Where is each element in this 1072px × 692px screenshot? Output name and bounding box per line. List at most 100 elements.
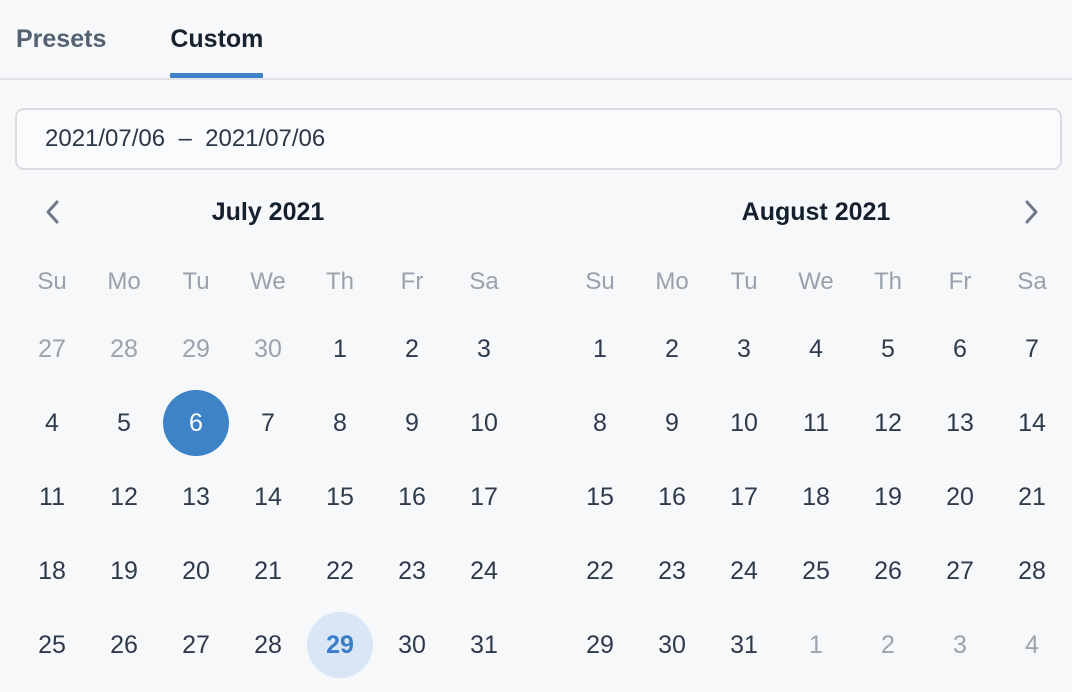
day-30[interactable]: 30 [636,608,708,682]
day-28-muted[interactable]: 28 [88,312,160,386]
day-6[interactable]: 6 [924,312,996,386]
day-18[interactable]: 18 [16,534,88,608]
day-12[interactable]: 12 [852,386,924,460]
day-14[interactable]: 14 [232,460,304,534]
day-2[interactable]: 2 [636,312,708,386]
day-29-muted[interactable]: 29 [160,312,232,386]
day-27[interactable]: 27 [924,534,996,608]
day-22[interactable]: 22 [564,534,636,608]
day-20[interactable]: 20 [160,534,232,608]
day-number: 22 [326,556,354,585]
day-number: 1 [333,334,347,363]
day-9[interactable]: 9 [376,386,448,460]
day-17[interactable]: 17 [448,460,520,534]
day-number: 20 [182,556,210,585]
day-number: 25 [802,556,830,585]
day-number: 9 [665,408,679,437]
day-2-muted[interactable]: 2 [852,608,924,682]
day-14[interactable]: 14 [996,386,1068,460]
day-1[interactable]: 1 [304,312,376,386]
day-27-muted[interactable]: 27 [16,312,88,386]
date-range-input[interactable] [15,108,1062,170]
tab-presets[interactable]: Presets [16,0,106,79]
tab-custom-label: Custom [170,24,264,53]
day-2[interactable]: 2 [376,312,448,386]
day-8[interactable]: 8 [304,386,376,460]
day-10[interactable]: 10 [708,386,780,460]
day-number: 14 [254,482,282,511]
day-24[interactable]: 24 [448,534,520,608]
day-17[interactable]: 17 [708,460,780,534]
day-number: 2 [881,630,895,659]
day-26[interactable]: 26 [88,608,160,682]
day-30[interactable]: 30 [376,608,448,682]
day-16[interactable]: 16 [636,460,708,534]
day-31[interactable]: 31 [448,608,520,682]
day-30-muted[interactable]: 30 [232,312,304,386]
day-number: 7 [261,408,275,437]
day-9[interactable]: 9 [636,386,708,460]
day-20[interactable]: 20 [924,460,996,534]
day-number: 22 [586,556,614,585]
weekday-label: We [250,268,286,295]
day-number: 17 [470,482,498,511]
day-23[interactable]: 23 [376,534,448,608]
weekday-label: Th [325,268,354,295]
day-18[interactable]: 18 [780,460,852,534]
day-11[interactable]: 11 [780,386,852,460]
day-19[interactable]: 19 [852,460,924,534]
day-number: 3 [477,334,491,363]
day-19[interactable]: 19 [88,534,160,608]
day-28[interactable]: 28 [232,608,304,682]
day-5[interactable]: 5 [88,386,160,460]
prev-month-button[interactable] [32,192,72,232]
next-month-button[interactable] [1012,192,1052,232]
day-7[interactable]: 7 [996,312,1068,386]
day-27[interactable]: 27 [160,608,232,682]
day-11[interactable]: 11 [16,460,88,534]
day-16[interactable]: 16 [376,460,448,534]
day-1[interactable]: 1 [564,312,636,386]
day-21[interactable]: 21 [996,460,1068,534]
day-number: 27 [946,556,974,585]
weekday-label: Th [873,268,902,295]
day-31[interactable]: 31 [708,608,780,682]
day-24[interactable]: 24 [708,534,780,608]
day-number: 6 [953,334,967,363]
tab-custom[interactable]: Custom [170,0,264,79]
day-7[interactable]: 7 [232,386,304,460]
day-4-muted[interactable]: 4 [996,608,1068,682]
day-4[interactable]: 4 [780,312,852,386]
day-23[interactable]: 23 [636,534,708,608]
day-3[interactable]: 3 [708,312,780,386]
day-number: 31 [730,630,758,659]
day-1-muted[interactable]: 1 [780,608,852,682]
calendar-august-header: August 2021 [564,190,1068,234]
day-12[interactable]: 12 [88,460,160,534]
day-22[interactable]: 22 [304,534,376,608]
day-29-today[interactable]: 29 [304,608,376,682]
day-15[interactable]: 15 [564,460,636,534]
day-25[interactable]: 25 [16,608,88,682]
day-28[interactable]: 28 [996,534,1068,608]
day-8[interactable]: 8 [564,386,636,460]
day-5[interactable]: 5 [852,312,924,386]
day-grid-august: 1 2 3 4 5 6 7 8 9 10 11 12 13 14 15 16 17 18 19 20 21 22 23 24 2… [564,312,1068,682]
day-number: 12 [874,408,902,437]
day-3[interactable]: 3 [448,312,520,386]
day-15[interactable]: 15 [304,460,376,534]
weekday-header: Su Mo Tu We Th Fr Sa [564,258,1068,306]
day-3-muted[interactable]: 3 [924,608,996,682]
day-number: 4 [45,408,59,437]
day-29[interactable]: 29 [564,608,636,682]
day-13[interactable]: 13 [160,460,232,534]
day-21[interactable]: 21 [232,534,304,608]
day-26[interactable]: 26 [852,534,924,608]
day-4[interactable]: 4 [16,386,88,460]
day-6-selected[interactable]: 6 [160,386,232,460]
day-number: 9 [405,408,419,437]
day-25[interactable]: 25 [780,534,852,608]
day-13[interactable]: 13 [924,386,996,460]
day-10[interactable]: 10 [448,386,520,460]
day-number: 2 [665,334,679,363]
